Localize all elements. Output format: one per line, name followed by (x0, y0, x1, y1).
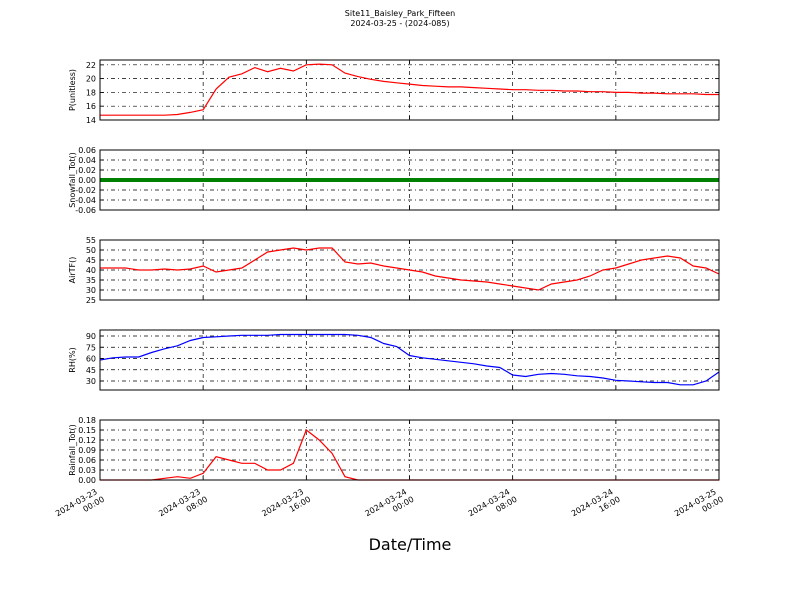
y-tick-label: 18 (86, 88, 96, 97)
y-tick-label: 45 (86, 256, 96, 265)
y-tick-label: 0.00 (78, 476, 96, 485)
y-tick-label: 20 (86, 75, 96, 84)
y-tick-label: 45 (86, 366, 96, 375)
y-tick-label: 60 (86, 355, 96, 364)
y-tick-label: 35 (86, 276, 96, 285)
y-tick-label: 50 (86, 246, 96, 255)
y-tick-label: 30 (86, 377, 96, 386)
y-tick-label: 25 (86, 296, 96, 305)
y-axis-label: P(unitless) (68, 69, 77, 111)
y-tick-label: 14 (86, 116, 96, 125)
y-tick-label: 0.00 (78, 176, 96, 185)
plot-frame (99, 59, 720, 121)
plot-frame (99, 419, 720, 481)
y-tick-label: 0.06 (78, 456, 96, 465)
y-axis-label: RH(%) (68, 347, 77, 372)
y-tick-label: 30 (86, 286, 96, 295)
y-tick-label: -0.04 (75, 196, 96, 205)
plot-frame (99, 149, 720, 211)
y-tick-label: 0.06 (78, 146, 96, 155)
plot-frame (99, 329, 720, 391)
data-line (99, 333, 720, 386)
y-tick-label: 40 (86, 266, 96, 275)
plot-frame (99, 239, 720, 301)
y-tick-label: 0.04 (78, 156, 96, 165)
y-tick-label: 75 (86, 343, 96, 352)
y-tick-label: -0.02 (75, 186, 96, 195)
y-tick-label: 22 (86, 61, 96, 70)
chart-subtitle: 2024-03-25 - (2024-085) (350, 19, 449, 28)
y-tick-label: 16 (86, 102, 96, 111)
y-tick-label: 0.02 (78, 166, 96, 175)
chart-title: Site11_Baisley_Park_Fifteen (345, 9, 455, 18)
y-axis-label: Snowfall_Tot() (68, 152, 77, 208)
x-axis-label: Date/Time (369, 535, 452, 554)
y-tick-label: 0.03 (78, 466, 96, 475)
y-tick-label: -0.06 (75, 206, 96, 215)
y-axis-label: Rainfall_Tot() (68, 424, 77, 476)
y-tick-label: 0.18 (78, 416, 96, 425)
y-tick-label: 0.12 (78, 436, 96, 445)
y-tick-label: 55 (86, 236, 96, 245)
y-tick-label: 0.15 (78, 426, 96, 435)
data-line (100, 63, 719, 116)
y-axis-label: AirTF() (68, 257, 77, 284)
y-tick-label: 90 (86, 332, 96, 341)
y-tick-label: 0.09 (78, 446, 96, 455)
data-line (100, 247, 720, 291)
